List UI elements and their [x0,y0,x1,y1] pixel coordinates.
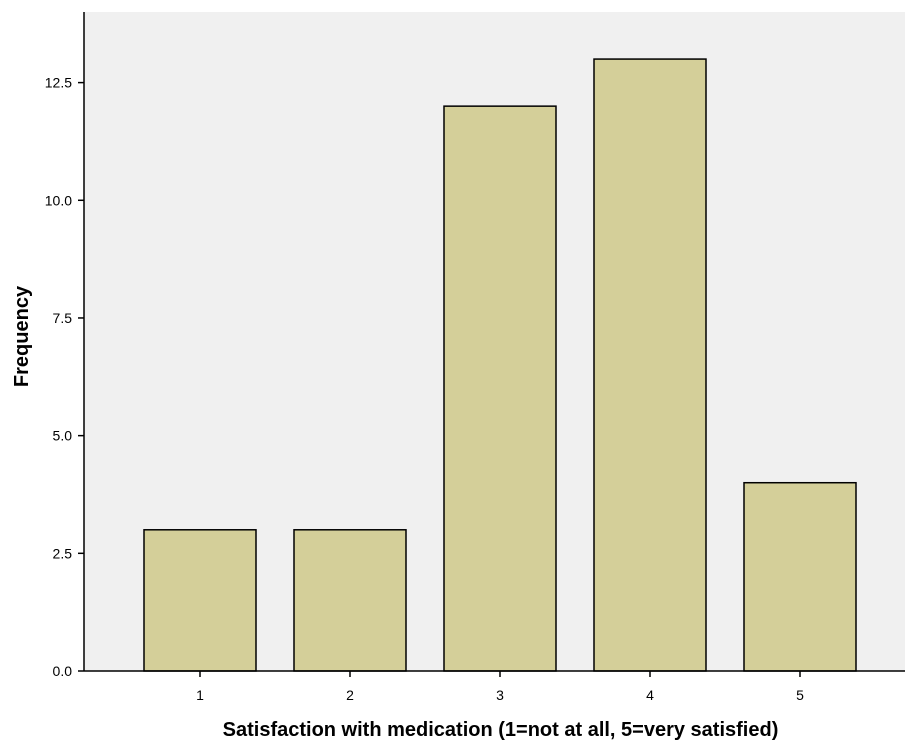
y-tick-label: 12.5 [45,75,72,91]
bar-3 [443,105,557,672]
bar-4 [593,58,707,672]
y-axis: 0.0 2.5 5.0 7.5 10.0 12.5 [45,12,85,679]
x-tick-label: 1 [196,687,204,703]
x-tick-label: 2 [346,687,354,703]
x-tick-label: 5 [796,687,804,703]
y-tick-label: 7.5 [53,310,73,326]
bar-5 [743,481,857,672]
x-tick-label: 4 [646,687,654,703]
bar-1 [143,529,257,672]
bar-2 [293,529,407,672]
y-tick-label: 5.0 [53,428,73,444]
y-axis-title: Frequency [11,285,33,387]
y-tick-label: 2.5 [53,545,73,561]
y-tick-label: 0.0 [53,663,73,679]
x-axis-title: Satisfaction with medication (1=not at a… [223,719,779,741]
bar-series [143,58,857,672]
y-tick-label: 10.0 [45,192,72,208]
x-axis: 1 2 3 4 5 [84,670,905,703]
x-tick-label: 3 [496,687,504,703]
